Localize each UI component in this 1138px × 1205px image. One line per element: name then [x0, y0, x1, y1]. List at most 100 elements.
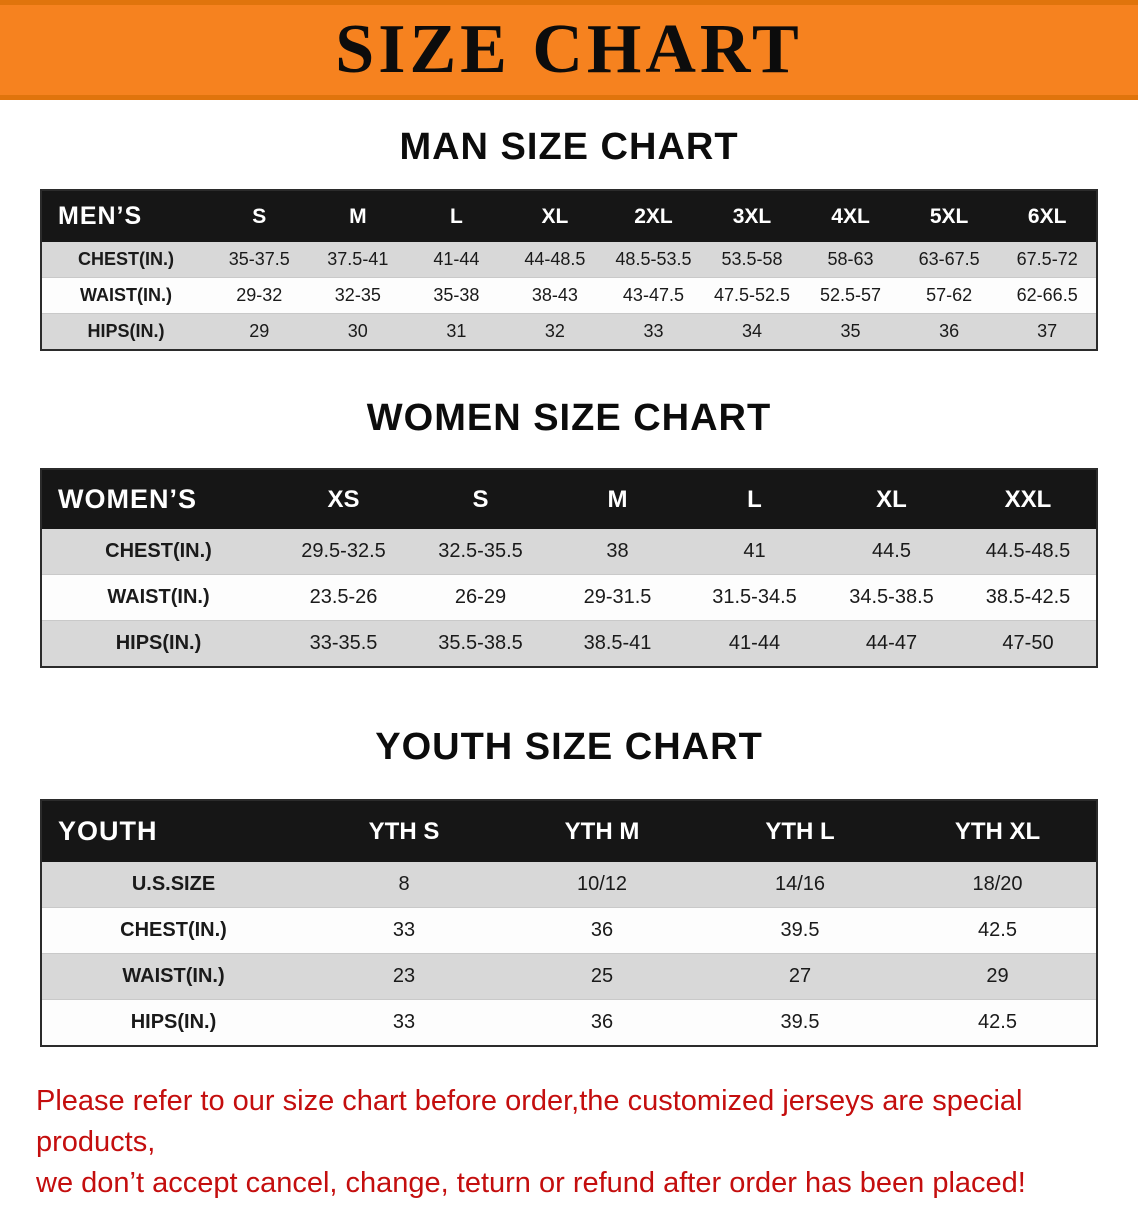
table-row: HIPS(IN.) 33 36 39.5 42.5	[41, 999, 1097, 1047]
data-cell: 35.5-38.5	[412, 620, 549, 668]
data-cell: 62-66.5	[998, 277, 1097, 314]
table-row: CHEST(IN.) 35-37.5 37.5-41 41-44 44-48.5 48.5…	[41, 242, 1097, 278]
men-size-table: MEN’S S M L XL 2XL 3XL 4XL 5XL 6XL CHEST(IN.) 35-37…	[40, 189, 1098, 351]
data-cell: 52.5-57	[801, 277, 900, 314]
column-header: YTH M	[503, 800, 701, 862]
data-cell: 29-32	[210, 277, 309, 314]
data-cell: 29-31.5	[549, 574, 686, 621]
column-header: YTH L	[701, 800, 899, 862]
column-header: M	[549, 469, 686, 529]
data-cell: 33	[305, 907, 503, 954]
table-row: WAIST(IN.) 23 25 27 29	[41, 953, 1097, 1000]
column-header: XL	[505, 190, 605, 242]
section-heading-man: MAN SIZE CHART	[399, 126, 739, 168]
data-cell: 35	[801, 313, 900, 351]
column-header: XXL	[960, 469, 1097, 529]
row-label: U.S.SIZE	[41, 862, 305, 908]
men-size: MEN’S S M L XL 2XL 3XL 4XL 5XL 6XL CHEST(IN.) 35-37…	[40, 189, 1098, 351]
row-label: CHEST(IN.)	[41, 907, 305, 954]
data-cell: 33-35.5	[275, 620, 412, 668]
data-cell: 53.5-58	[702, 242, 802, 278]
header-row: MEN’S S M L XL 2XL 3XL 4XL 5XL 6XL	[41, 190, 1097, 242]
data-cell: 14/16	[701, 862, 899, 908]
row-label: HIPS(IN.)	[41, 620, 275, 668]
row-label: CHEST(IN.)	[41, 529, 275, 575]
table-row: HIPS(IN.) 29 30 31 32 33 34 35 36 37	[41, 313, 1097, 351]
footer-disclaimer-line1: Please refer to our size chart before or…	[36, 1085, 1023, 1159]
data-cell: 44.5	[823, 529, 960, 575]
data-cell: 29	[210, 313, 309, 351]
row-label: CHEST(IN.)	[41, 242, 210, 278]
column-header: 3XL	[702, 190, 802, 242]
header-row: WOMEN’S XS S M L XL XXL	[41, 469, 1097, 529]
data-cell: 63-67.5	[899, 242, 999, 278]
table-row: U.S.SIZE 8 10/12 14/16 18/20	[41, 862, 1097, 908]
women-size: WOMEN’S XS S M L XL XXL CHEST(IN.) 29.5-32.5 32.5…	[40, 468, 1098, 668]
column-header: YTH S	[305, 800, 503, 862]
data-cell: 29.5-32.5	[275, 529, 412, 575]
data-cell: 10/12	[503, 862, 701, 908]
column-header: 2XL	[604, 190, 703, 242]
data-cell: 25	[503, 953, 701, 1000]
data-cell: 37.5-41	[308, 242, 408, 278]
data-cell: 35-38	[407, 277, 506, 314]
data-cell: 32	[505, 313, 605, 351]
column-header: 6XL	[998, 190, 1097, 242]
banner: SIZE CHART	[0, 0, 1138, 100]
data-cell: 23.5-26	[275, 574, 412, 621]
data-cell: 41	[686, 529, 823, 575]
data-cell: 44-48.5	[505, 242, 605, 278]
data-cell: 34	[702, 313, 802, 351]
row-label: WAIST(IN.)	[41, 277, 210, 314]
column-header: M	[308, 190, 408, 242]
data-cell: 47-50	[960, 620, 1097, 668]
column-header: L	[407, 190, 506, 242]
data-cell: 31	[407, 313, 506, 351]
column-header: XS	[275, 469, 412, 529]
data-cell: 33	[305, 999, 503, 1047]
data-cell: 43-47.5	[604, 277, 703, 314]
data-cell: 32.5-35.5	[412, 529, 549, 575]
data-cell: 58-63	[801, 242, 900, 278]
table-row: WAIST(IN.) 29-32 32-35 35-38 38-43 43-47.5 47.…	[41, 277, 1097, 314]
table-row: CHEST(IN.) 33 36 39.5 42.5	[41, 907, 1097, 954]
data-cell: 33	[604, 313, 703, 351]
table-corner-label: YOUTH	[41, 800, 305, 862]
column-header: 5XL	[899, 190, 999, 242]
column-header: XL	[823, 469, 960, 529]
data-cell: 30	[308, 313, 408, 351]
data-cell: 32-35	[308, 277, 408, 314]
data-cell: 26-29	[412, 574, 549, 621]
table-row: CHEST(IN.) 29.5-32.5 32.5-35.5 38 41 44.5 44.5…	[41, 529, 1097, 575]
data-cell: 23	[305, 953, 503, 1000]
data-cell: 38-43	[505, 277, 605, 314]
data-cell: 36	[503, 907, 701, 954]
data-cell: 35-37.5	[210, 242, 309, 278]
data-cell: 44-47	[823, 620, 960, 668]
data-cell: 37	[998, 313, 1097, 351]
youth-size: YOUTH YTH S YTH M YTH L YTH XL U.S.SIZE 8 10/12…	[40, 799, 1098, 1047]
section-heading-youth: YOUTH SIZE CHART	[375, 726, 763, 768]
data-cell: 44.5-48.5	[960, 529, 1097, 575]
youth-size-table: YOUTH YTH S YTH M YTH L YTH XL U.S.SIZE 8 10/12…	[40, 799, 1098, 1047]
data-cell: 27	[701, 953, 899, 1000]
data-cell: 34.5-38.5	[823, 574, 960, 621]
column-header: YTH XL	[899, 800, 1097, 862]
data-cell: 36	[899, 313, 999, 351]
data-cell: 29	[899, 953, 1097, 1000]
data-cell: 8	[305, 862, 503, 908]
column-header: S	[412, 469, 549, 529]
column-header: L	[686, 469, 823, 529]
data-cell: 38	[549, 529, 686, 575]
data-cell: 38.5-41	[549, 620, 686, 668]
header-row: YOUTH YTH S YTH M YTH L YTH XL	[41, 800, 1097, 862]
footer-disclaimer: Please refer to our size chart before or…	[0, 1081, 1138, 1205]
data-cell: 47.5-52.5	[702, 277, 802, 314]
row-label: HIPS(IN.)	[41, 999, 305, 1047]
data-cell: 39.5	[701, 999, 899, 1047]
data-cell: 41-44	[686, 620, 823, 668]
data-cell: 31.5-34.5	[686, 574, 823, 621]
column-header: 4XL	[801, 190, 900, 242]
data-cell: 67.5-72	[998, 242, 1097, 278]
